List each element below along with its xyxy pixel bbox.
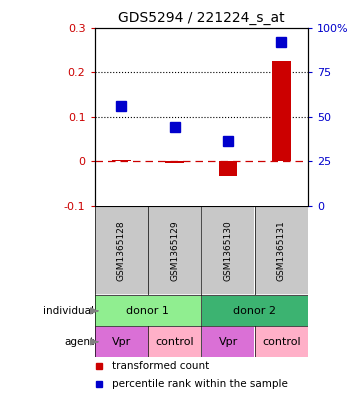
- Bar: [95, 207, 148, 294]
- Text: GSM1365130: GSM1365130: [223, 220, 232, 281]
- Bar: [272, 61, 290, 162]
- Bar: [95, 296, 201, 326]
- Text: individual: individual: [43, 306, 94, 316]
- Bar: [148, 327, 201, 357]
- Text: GSM1365129: GSM1365129: [170, 220, 179, 281]
- Bar: [255, 327, 308, 357]
- Bar: [202, 207, 254, 294]
- Bar: [165, 162, 184, 163]
- Text: agent: agent: [64, 337, 95, 347]
- Text: GSM1365128: GSM1365128: [117, 220, 126, 281]
- Text: transformed count: transformed count: [112, 361, 209, 371]
- Text: donor 1: donor 1: [126, 306, 169, 316]
- Bar: [112, 160, 131, 162]
- Bar: [202, 296, 308, 326]
- Text: control: control: [262, 337, 301, 347]
- Title: GDS5294 / 221224_s_at: GDS5294 / 221224_s_at: [118, 11, 285, 25]
- Bar: [148, 207, 201, 294]
- Bar: [255, 207, 308, 294]
- Text: Vpr: Vpr: [219, 337, 238, 347]
- Bar: [95, 327, 148, 357]
- Text: percentile rank within the sample: percentile rank within the sample: [112, 379, 287, 389]
- Text: GSM1365131: GSM1365131: [277, 220, 286, 281]
- Bar: [219, 162, 237, 176]
- Text: Vpr: Vpr: [112, 337, 131, 347]
- Bar: [202, 327, 254, 357]
- Text: donor 2: donor 2: [233, 306, 276, 316]
- Text: control: control: [155, 337, 194, 347]
